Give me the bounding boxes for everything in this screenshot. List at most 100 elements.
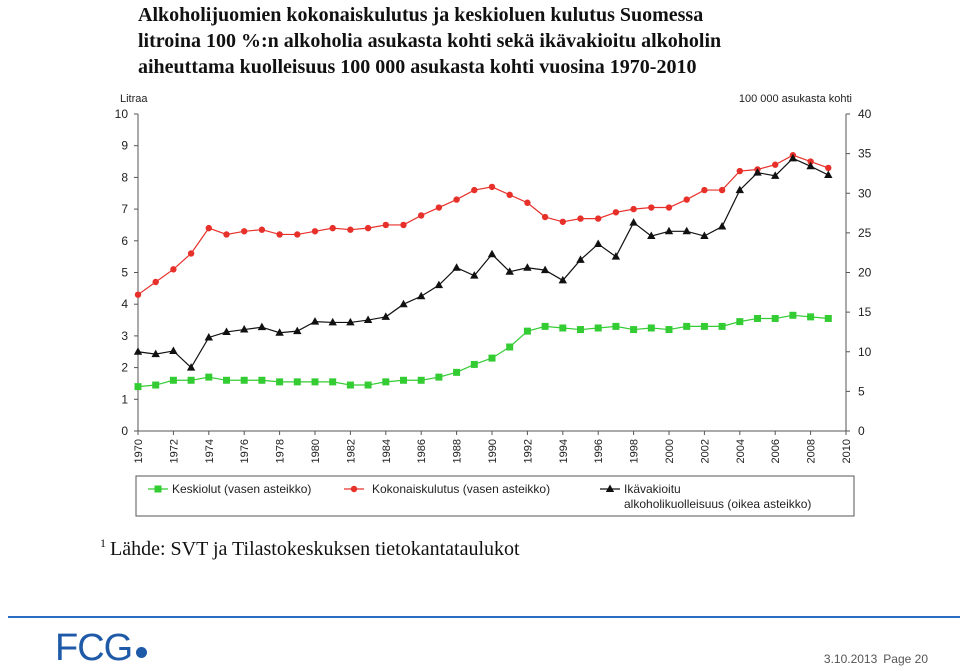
series-3-point <box>381 312 390 320</box>
series-3-point <box>399 299 408 308</box>
series-2-point <box>205 224 212 232</box>
series-3-point <box>753 168 762 176</box>
series-1-point <box>276 378 284 386</box>
series-1-point <box>824 314 832 322</box>
series-3-point <box>611 252 621 260</box>
x-tick-label: 1994 <box>558 439 570 463</box>
x-tick-label: 1972 <box>168 439 180 463</box>
chart-title: Alkoholijuomien kokonaiskulutus ja keski… <box>138 2 938 80</box>
series-3-point <box>346 317 355 326</box>
legend-label-1: Keskiolut (vasen asteikko) <box>172 482 311 496</box>
series-1-point <box>152 381 160 389</box>
y-right-tick-label: 10 <box>858 345 872 359</box>
series-1-point <box>665 326 673 334</box>
series-3-point <box>275 328 284 336</box>
series-3-point <box>133 347 143 355</box>
series-2-point <box>311 228 319 235</box>
series-1-point <box>329 378 337 386</box>
series-1-point <box>187 376 195 384</box>
x-tick-label: 2004 <box>735 439 747 463</box>
series-1-point <box>754 314 761 322</box>
series-3-point <box>664 226 674 235</box>
series-1-point <box>718 322 726 330</box>
y-right-axis-label: 100 000 asukasta kohti <box>739 93 852 105</box>
series-2-point <box>701 186 708 194</box>
series-line-3 <box>137 157 829 369</box>
series-2-point <box>559 218 566 225</box>
logo-text: FCG <box>55 627 133 669</box>
chart-title-line-3: aiheuttama kuolleisuus 100 000 asukasta … <box>138 56 697 78</box>
y-right-tick-label: 15 <box>858 305 872 319</box>
footer-date: 3.10.2013 <box>823 652 878 666</box>
y-left-tick-label: 2 <box>121 361 128 375</box>
series-2-point <box>276 231 283 238</box>
series-3-point <box>735 185 744 194</box>
series-3-point <box>806 161 815 170</box>
series-2-point <box>630 205 637 213</box>
series-2-point <box>683 196 690 203</box>
y-left-tick-label: 9 <box>121 139 128 153</box>
series-2-point <box>772 161 779 168</box>
series-3-point <box>310 317 320 325</box>
series-1-point <box>470 360 478 368</box>
series-3-point <box>594 239 603 247</box>
series-1-point <box>488 354 496 362</box>
series-2-point <box>506 191 513 199</box>
series-2-point <box>364 224 372 232</box>
series-3-point <box>788 153 798 162</box>
x-tick-label: 1984 <box>381 439 393 463</box>
series-2-point <box>329 224 336 232</box>
footer-page-number: Page 20 <box>883 652 928 666</box>
series-2-point <box>418 212 425 219</box>
series-3-point <box>434 280 444 289</box>
series-2-point <box>382 221 389 229</box>
series-1-point <box>223 376 230 384</box>
x-tick-label: 2010 <box>841 439 853 463</box>
x-tick-label: 1992 <box>522 439 534 463</box>
series-2-point <box>453 196 460 203</box>
series-1-point <box>169 376 177 384</box>
x-tick-label: 1998 <box>629 439 641 463</box>
x-tick-label: 1976 <box>239 439 251 463</box>
series-1-point <box>807 313 815 321</box>
series-1-point <box>453 368 461 376</box>
series-2-point <box>825 164 832 172</box>
x-tick-label: 1978 <box>275 439 287 463</box>
source-footnote-marker: 1 <box>100 536 106 550</box>
x-tick-label: 2000 <box>664 439 676 463</box>
x-tick-label: 1970 <box>133 439 145 463</box>
x-tick-label: 2008 <box>806 439 818 463</box>
legend-marker-2 <box>350 485 358 493</box>
y-right-tick-label: 25 <box>858 226 872 240</box>
y-left-tick-label: 1 <box>121 392 128 406</box>
series-2-point <box>488 183 496 191</box>
series-1-point <box>612 322 620 330</box>
x-tick-label: 1986 <box>416 439 428 463</box>
series-1-point <box>736 318 744 326</box>
x-tick-label: 1982 <box>345 439 357 463</box>
series-3-point <box>293 326 302 335</box>
series-2-point <box>577 215 584 222</box>
series-1-point <box>311 378 319 386</box>
series-3-point <box>169 346 178 354</box>
series-1-point <box>382 378 390 386</box>
legend-label-2: Kokonaiskulutus (vasen asteikko) <box>372 482 550 496</box>
series-1-point <box>205 373 213 381</box>
series-1-point <box>789 311 797 319</box>
chart-title-line-2: litroina 100 %:n alkoholia asukasta koht… <box>138 30 722 52</box>
series-3-point <box>824 170 833 179</box>
series-3-point <box>682 226 691 235</box>
series-1-point <box>506 343 514 351</box>
series-3-point <box>505 267 514 275</box>
series-2-point <box>223 231 230 238</box>
series-3-point <box>151 349 160 358</box>
series-line-1 <box>137 314 829 388</box>
y-left-tick-label: 7 <box>121 202 128 216</box>
series-1-point <box>594 324 602 332</box>
series-3-point <box>487 249 497 258</box>
series-1-point <box>523 327 531 335</box>
y-left-tick-label: 10 <box>115 107 129 121</box>
series-3-point <box>523 263 532 271</box>
series-2-point <box>471 186 478 194</box>
x-tick-label: 1974 <box>204 439 216 463</box>
